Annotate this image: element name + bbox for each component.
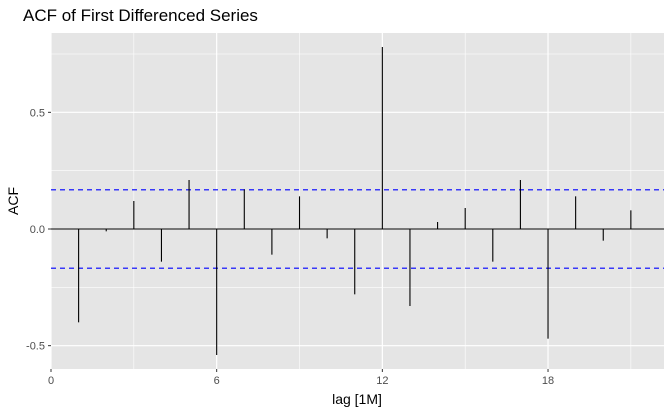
x-tick-label: 6 [214,375,220,387]
y-tick-label: 0.5 [30,107,45,119]
x-axis-ticks: 0 6 12 18 [48,369,554,387]
chart-title: ACF of First Differenced Series [23,6,258,25]
x-tick-label: 0 [48,375,54,387]
y-axis-ticks: -0.5 0.0 0.5 [26,107,51,353]
y-axis-title: ACF [5,187,21,215]
x-tick-label: 18 [542,375,554,387]
x-axis-title: lag [1M] [332,391,382,407]
y-tick-label: -0.5 [26,341,45,353]
confidence-bounds [51,189,664,269]
y-tick-label: 0.0 [30,224,45,236]
acf-spikes [51,47,664,355]
x-tick-label: 12 [376,375,388,387]
plot-panel [51,33,664,369]
